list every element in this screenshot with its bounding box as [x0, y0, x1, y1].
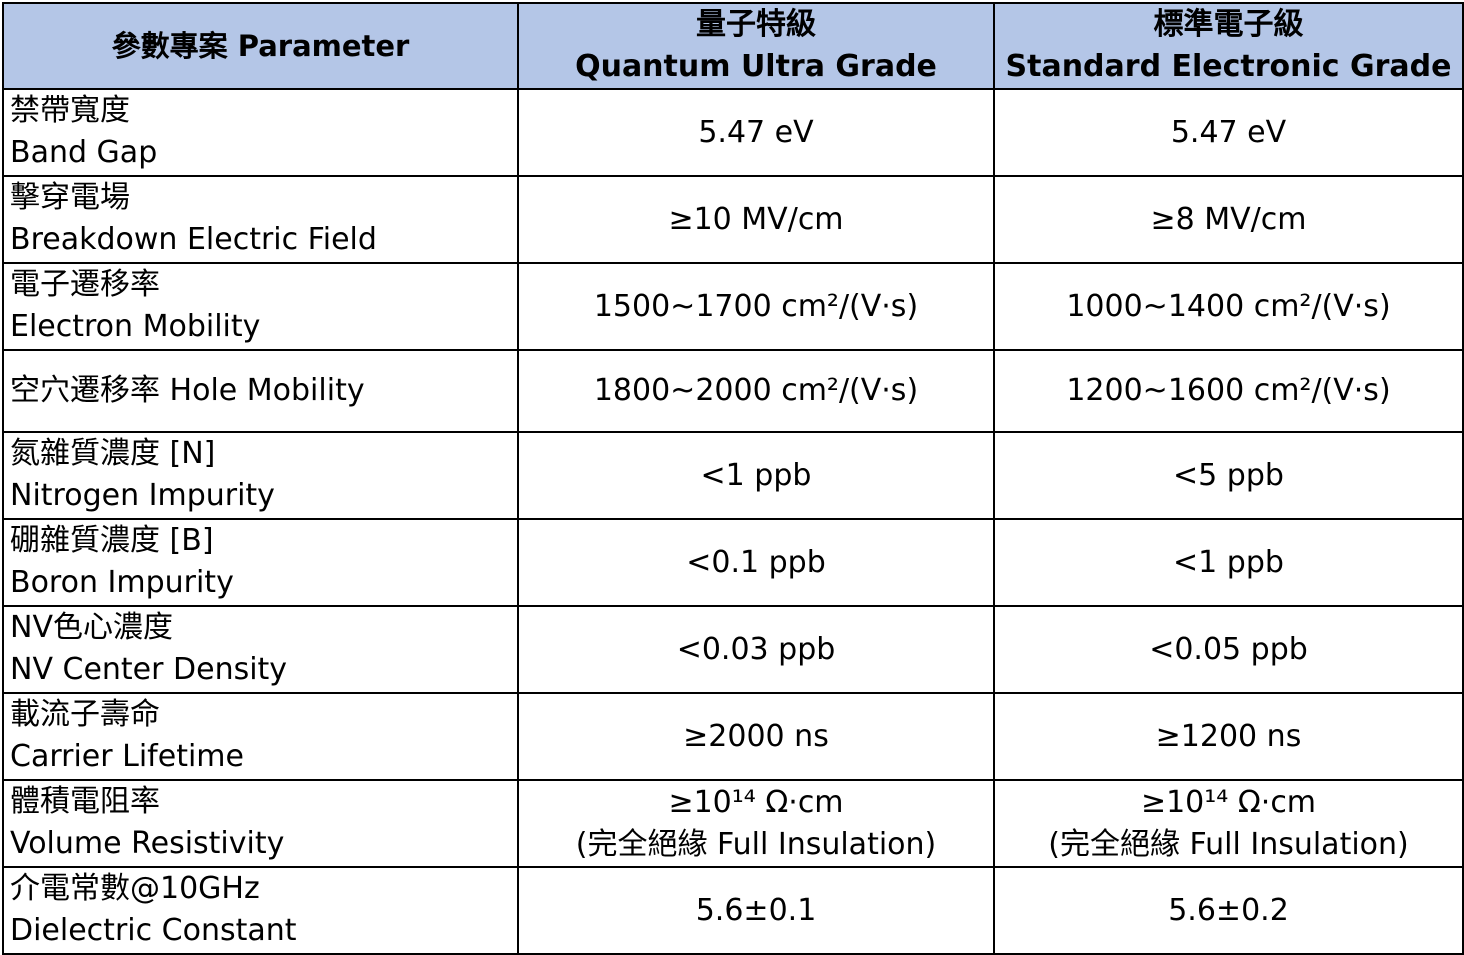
quantum-value-text: (完全絕緣 Full Insulation) [575, 826, 937, 862]
parameter-cell: 載流子壽命 Carrier Lifetime [2, 692, 519, 781]
parameter-cell: 硼雜質濃度 [B] Boron Impurity [2, 518, 519, 607]
table-row: 禁帶寬度 Band Gap 5.47 eV 5.47 eV [2, 88, 1464, 177]
parameter-cell: 擊穿電場 Breakdown Electric Field [2, 175, 519, 264]
table-row: NV色心濃度 NV Center Density <0.03 ppb <0.05 pp… [2, 605, 1464, 694]
standard-value-text: ≥1200 ns [1155, 718, 1302, 754]
quantum-value-text: 1800~2000 cm²/(V·s) [593, 373, 919, 408]
parameter-cell: 空穴遷移率 Hole Mobility [2, 349, 519, 433]
standard-value-cell: <0.05 ppb [993, 605, 1464, 694]
parameter-text: Carrier Lifetime [10, 739, 244, 774]
quantum-value-text: ≥2000 ns [683, 718, 829, 754]
quantum-value-text: <1 ppb [700, 457, 812, 493]
quantum-value-text: 5.47 eV [698, 114, 814, 150]
parameter-text: 氮雜質濃度 [N] [10, 436, 216, 471]
table-body: 禁帶寬度 Band Gap 5.47 eV 5.47 eV 擊穿電場 Breakdown … [2, 88, 1464, 955]
table-row: 擊穿電場 Breakdown Electric Field ≥10 MV/cm ≥8 … [2, 175, 1464, 264]
parameter-text: 空穴遷移率 Hole Mobility [10, 373, 365, 408]
standard-value-cell: ≥1200 ns [993, 692, 1464, 781]
quantum-value-cell: <1 ppb [517, 431, 995, 520]
quantum-value-cell: ≥10 MV/cm [517, 175, 995, 264]
quantum-value-text: <0.1 ppb [686, 544, 826, 580]
table-header: 參數專案 Parameter 量子特級 Quantum Ultra Grade … [2, 2, 1464, 90]
standard-value-cell: ≥8 MV/cm [993, 175, 1464, 264]
quantum-value-cell: 5.47 eV [517, 88, 995, 177]
quantum-value-cell: <0.1 ppb [517, 518, 995, 607]
parameter-text: Boron Impurity [10, 565, 234, 600]
quantum-value-cell: 1500~1700 cm²/(V·s) [517, 262, 995, 351]
header-parameter-label: 參數專案 Parameter [111, 29, 410, 63]
standard-value-text: 1200~1600 cm²/(V·s) [1066, 373, 1391, 408]
standard-value-text: <1 ppb [1173, 544, 1284, 580]
parameter-text: 擊穿電場 [10, 180, 130, 215]
standard-value-cell: <5 ppb [993, 431, 1464, 520]
parameter-text: 禁帶寬度 [10, 93, 130, 128]
standard-value-text: 5.6±0.2 [1168, 892, 1289, 928]
table-row: 載流子壽命 Carrier Lifetime ≥2000 ns ≥1200 ns [2, 692, 1464, 781]
quantum-value-text: ≥10 MV/cm [668, 201, 844, 237]
standard-value-cell: 5.6±0.2 [993, 866, 1464, 955]
header-quantum-en: Quantum Ultra Grade [575, 49, 937, 84]
parameter-text: 電子遷移率 [10, 267, 160, 302]
quantum-value-cell: ≥10¹⁴ Ω·cm (完全絕緣 Full Insulation) [517, 779, 995, 868]
standard-value-cell: 1000~1400 cm²/(V·s) [993, 262, 1464, 351]
table-row: 電子遷移率 Electron Mobility 1500~1700 cm²/(V·s… [2, 262, 1464, 351]
parameter-cell: 體積電阻率 Volume Resistivity [2, 779, 519, 868]
standard-value-text: 1000~1400 cm²/(V·s) [1066, 288, 1391, 324]
standard-value-text: ≥8 MV/cm [1150, 201, 1307, 237]
header-standard-zh: 標準電子級 [1153, 7, 1304, 42]
header-row: 參數專案 Parameter 量子特級 Quantum Ultra Grade … [2, 2, 1464, 90]
parameter-text: Volume Resistivity [10, 826, 285, 861]
parameter-text: Dielectric Constant [10, 913, 297, 948]
standard-value-text: <0.05 ppb [1149, 631, 1308, 667]
standard-value-text: (完全絕緣 Full Insulation) [1048, 826, 1409, 862]
header-quantum-zh: 量子特級 [696, 7, 816, 42]
standard-value-text: ≥10¹⁴ Ω·cm [1140, 784, 1317, 820]
parameter-text: 體積電阻率 [10, 784, 160, 819]
standard-value-cell: 1200~1600 cm²/(V·s) [993, 349, 1464, 433]
standard-value-cell: ≥10¹⁴ Ω·cm (完全絕緣 Full Insulation) [993, 779, 1464, 868]
parameter-text: 介電常數@10GHz [10, 871, 260, 906]
parameter-text: Nitrogen Impurity [10, 478, 275, 513]
standard-value-text: <5 ppb [1173, 457, 1284, 493]
parameter-cell: 電子遷移率 Electron Mobility [2, 262, 519, 351]
quantum-value-cell: 5.6±0.1 [517, 866, 995, 955]
parameter-text: Breakdown Electric Field [10, 222, 377, 257]
parameter-cell: 禁帶寬度 Band Gap [2, 88, 519, 177]
table-row: 體積電阻率 Volume Resistivity ≥10¹⁴ Ω·cm (完全絕緣 F… [2, 779, 1464, 868]
quantum-value-text: 5.6±0.1 [695, 892, 817, 928]
quantum-value-cell: <0.03 ppb [517, 605, 995, 694]
parameter-cell: 氮雜質濃度 [N] Nitrogen Impurity [2, 431, 519, 520]
table-row: 空穴遷移率 Hole Mobility 1800~2000 cm²/(V·s) 12… [2, 349, 1464, 433]
table-row: 氮雜質濃度 [N] Nitrogen Impurity <1 ppb <5 ppb [2, 431, 1464, 520]
quantum-value-text: 1500~1700 cm²/(V·s) [593, 288, 919, 324]
header-standard-grade: 標準電子級 Standard Electronic Grade [993, 2, 1464, 90]
parameter-cell: 介電常數@10GHz Dielectric Constant [2, 866, 519, 955]
standard-value-cell: <1 ppb [993, 518, 1464, 607]
table-row: 硼雜質濃度 [B] Boron Impurity <0.1 ppb <1 ppb [2, 518, 1464, 607]
standard-value-text: 5.47 eV [1170, 114, 1287, 150]
parameter-text: 載流子壽命 [10, 697, 160, 732]
header-quantum-grade: 量子特級 Quantum Ultra Grade [517, 2, 995, 90]
quantum-value-cell: 1800~2000 cm²/(V·s) [517, 349, 995, 433]
parameter-cell: NV色心濃度 NV Center Density [2, 605, 519, 694]
parameter-text: NV色心濃度 [10, 610, 173, 645]
header-standard-en: Standard Electronic Grade [1005, 49, 1452, 84]
parameter-text: 硼雜質濃度 [B] [10, 523, 214, 558]
quantum-value-cell: ≥2000 ns [517, 692, 995, 781]
parameter-text: NV Center Density [10, 652, 288, 687]
standard-value-cell: 5.47 eV [993, 88, 1464, 177]
quantum-value-text: ≥10¹⁴ Ω·cm [668, 784, 844, 820]
quantum-value-text: <0.03 ppb [676, 631, 836, 667]
parameter-text: Electron Mobility [10, 309, 261, 344]
parameter-text: Band Gap [10, 135, 158, 170]
header-parameter: 參數專案 Parameter [2, 2, 519, 90]
table-row: 介電常數@10GHz Dielectric Constant 5.6±0.1 5.6±… [2, 866, 1464, 955]
